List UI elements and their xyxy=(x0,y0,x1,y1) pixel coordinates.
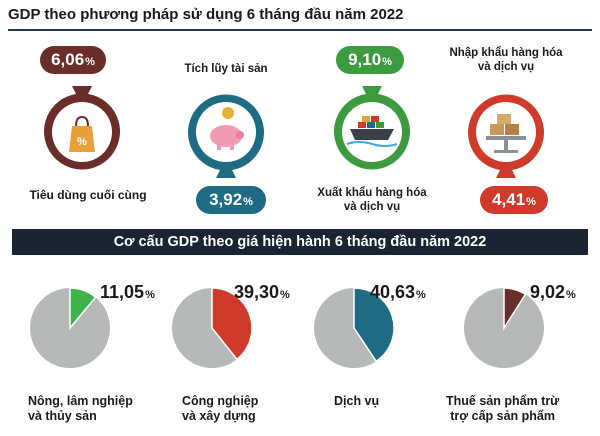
pie-services-number: 40,63 xyxy=(370,282,416,302)
pie-services-highlight-slice xyxy=(353,287,395,363)
pie-industry-unit: % xyxy=(280,289,290,301)
pie-agriculture-label-line2: và thủy sản xyxy=(28,409,97,423)
pie-agriculture-value: 11,05% xyxy=(100,282,155,303)
exports-unit: % xyxy=(382,56,392,68)
pie-agriculture xyxy=(30,287,110,368)
pie-agriculture-highlight-slice xyxy=(69,287,97,331)
cargo-ship-icon xyxy=(346,116,398,147)
pie-industry-number: 39,30 xyxy=(234,282,280,302)
pie-industry-value: 39,30% xyxy=(234,282,290,303)
pie-services-label: Dịch vụ xyxy=(334,394,379,409)
pie-taxes-label-line2: trợ cấp sản phẩm xyxy=(450,409,555,423)
accumulation-unit: % xyxy=(243,196,253,208)
exports-label-line1: Xuất khẩu hàng hóa xyxy=(317,187,427,199)
pie-services-value: 40,63% xyxy=(370,282,426,303)
pie-taxes-value: 9,02% xyxy=(530,282,576,303)
pie-services xyxy=(314,287,395,368)
consumption-ring: % xyxy=(43,86,120,170)
pie-services-label-line1: Dịch vụ xyxy=(334,394,380,408)
scale-boxes-icon xyxy=(486,114,526,153)
pie-industry-label-line2: và xây dựng xyxy=(182,409,256,423)
pie-industry xyxy=(172,287,253,368)
section-2-title: Cơ cấu GDP theo giá hiện hành 6 tháng đầ… xyxy=(12,229,588,255)
svg-text:%: % xyxy=(77,136,87,148)
pie-taxes-unit: % xyxy=(566,289,576,301)
accumulation-value-pill: 3,92% xyxy=(196,186,266,214)
pie-agriculture-unit: % xyxy=(145,289,155,301)
section-1-divider xyxy=(8,29,592,31)
exports-ring xyxy=(334,86,410,170)
pie-taxes-number: 9,02 xyxy=(530,282,566,302)
pie-taxes xyxy=(464,287,544,368)
consumption-unit: % xyxy=(85,56,95,68)
imports-ring xyxy=(468,94,544,178)
imports-value-pill: 4,41% xyxy=(480,186,548,214)
pie-taxes-label-line1: Thuế sản phẩm trừ xyxy=(446,394,560,408)
section-1-title: GDP theo phương pháp sử dụng 6 tháng đầu… xyxy=(8,6,404,23)
accumulation-ring xyxy=(188,94,264,178)
exports-label: Xuất khẩu hàng hóa và dịch vụ xyxy=(312,186,432,214)
pie-industry-label: Công nghiệp và xây dựng xyxy=(182,394,258,424)
piggy-bank-icon xyxy=(210,107,244,150)
pie-taxes-highlight-slice xyxy=(503,287,527,331)
pie-agriculture-label: Nông, lâm nghiệp và thủy sản xyxy=(28,394,133,424)
consumption-label: Tiêu dùng cuối cùng xyxy=(29,188,147,202)
exports-value: 9,10 xyxy=(348,50,382,69)
accumulation-label: Tích lũy tài sản xyxy=(184,63,268,75)
exports-value-pill: 9,10% xyxy=(336,46,404,74)
imports-unit: % xyxy=(526,196,536,208)
pie-taxes-label: Thuế sản phẩm trừ trợ cấp sản phẩm xyxy=(446,394,559,424)
imports-value: 4,41 xyxy=(492,190,526,209)
imports-label: Nhập khẩu hàng hóa và dịch vụ xyxy=(446,46,566,74)
exports-label-line2: và dịch vụ xyxy=(343,201,401,213)
pie-agriculture-number: 11,05 xyxy=(100,282,145,302)
consumption-value-pill: 6,06% xyxy=(40,46,106,74)
accumulation-value: 3,92 xyxy=(209,190,243,209)
pie-industry-highlight-slice xyxy=(211,287,253,361)
pie-services-unit: % xyxy=(416,289,426,301)
imports-label-line1: Nhập khẩu hàng hóa xyxy=(449,47,563,59)
shopping-bag-icon: % xyxy=(69,115,95,152)
consumption-value: 6,06 xyxy=(51,50,85,69)
pie-industry-label-line1: Công nghiệp xyxy=(182,394,259,408)
pie-agriculture-label-line1: Nông, lâm nghiệp xyxy=(28,394,133,408)
imports-label-line2: và dịch vụ xyxy=(477,61,535,73)
